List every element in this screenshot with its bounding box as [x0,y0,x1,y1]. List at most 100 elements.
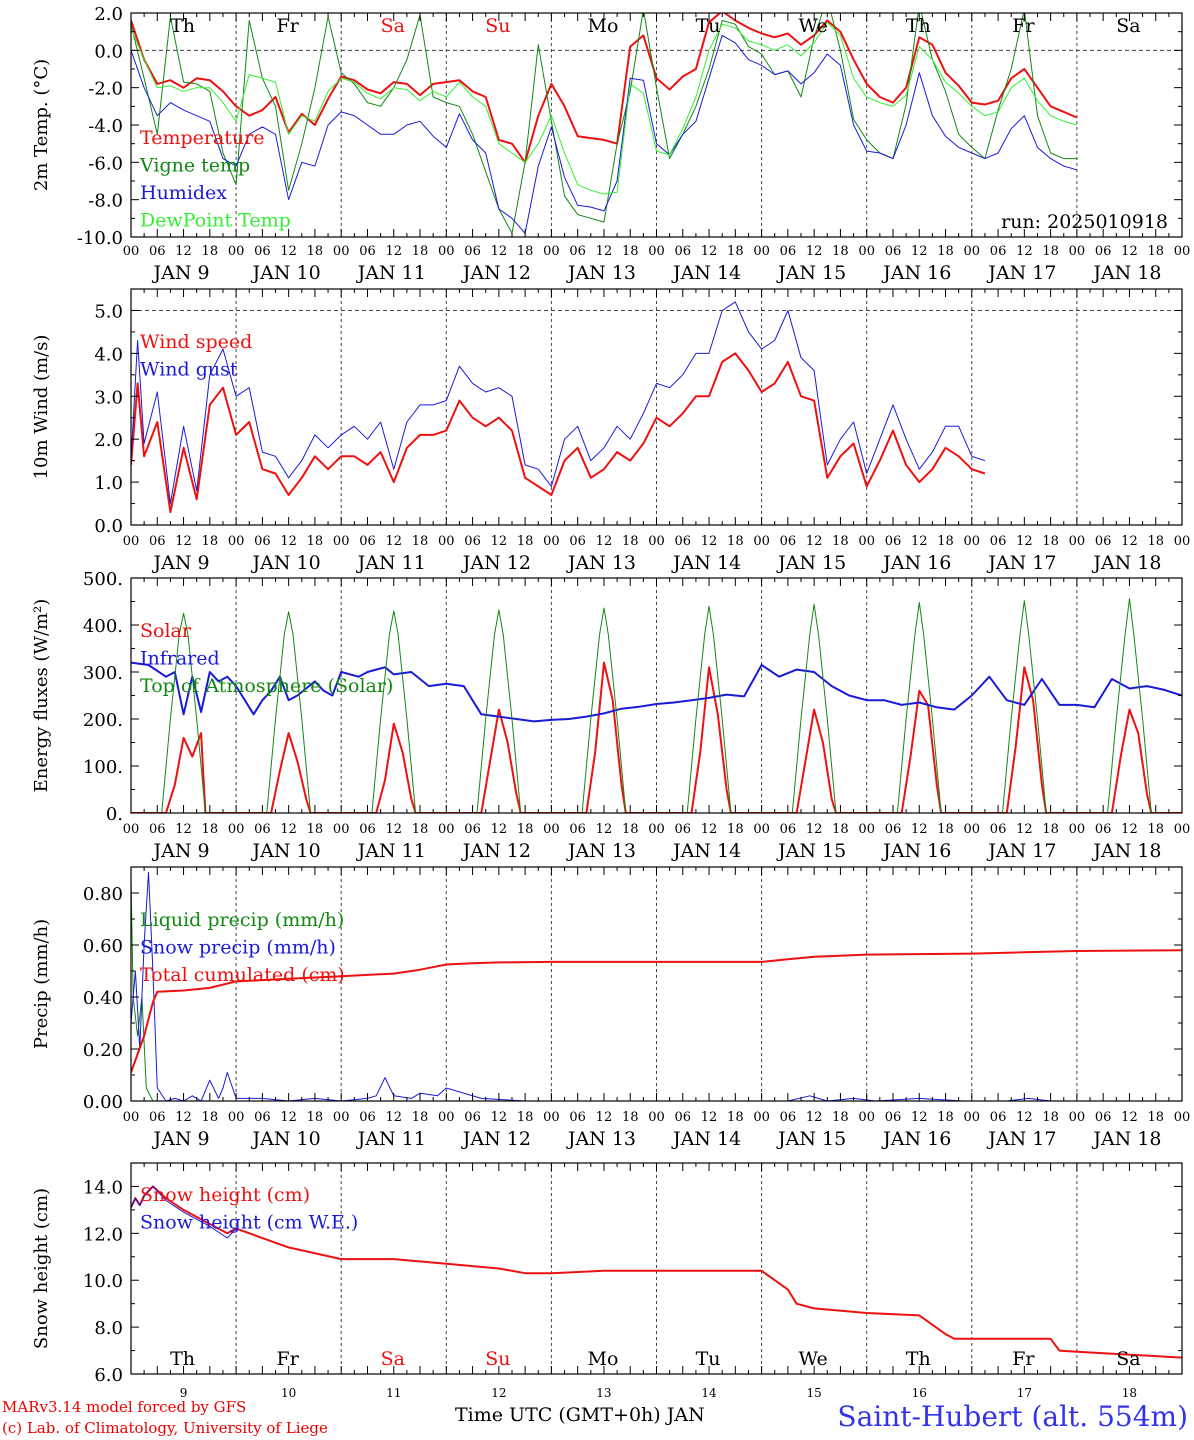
day-number: 17 [1017,1386,1032,1400]
hour-label: 12 [175,534,192,549]
hour-label: 12 [911,1110,928,1125]
hour-label: 00 [753,244,770,259]
panel-2: 5.0 4.0 3.0 2.0 1.0 0.0 10m Wind (m/s) Wind spe… [31,288,1191,574]
hour-label: 00 [228,534,245,549]
x-axis-title: Time UTC (GMT+0h) JAN [455,1404,705,1426]
hour-label: 00 [438,534,455,549]
hour-label: 18 [202,244,219,259]
date-label: JAN 9 [152,1128,210,1150]
weekday-top: Fr [277,15,300,37]
hour-label: 00 [648,1110,665,1125]
hour-label: 18 [412,534,429,549]
series-line-wind-speed [131,352,986,514]
hour-label: 00 [858,1110,875,1125]
hour-label: 00 [1069,822,1086,837]
hour-label: 12 [385,822,402,837]
y-tick-label: 5.0 [94,301,123,322]
hour-label: 00 [1069,244,1086,259]
hour-label: 06 [359,244,376,259]
hour-label: 18 [1042,244,1059,259]
plot-area [131,1185,1182,1359]
date-label: JAN 10 [251,840,321,862]
date-label: JAN 13 [566,552,636,574]
date-label: JAN 12 [461,840,531,862]
hour-label: 18 [937,822,954,837]
hour-label: 12 [1016,244,1033,259]
weekday-top: Mo [587,15,618,37]
hour-label: 00 [964,1110,981,1125]
date-label: JAN 14 [671,840,741,862]
hour-label: 12 [596,822,613,837]
weekday-top: Sa [1116,15,1140,37]
hour-label: 00 [123,534,140,549]
hour-label: 18 [1042,822,1059,837]
hour-label: 18 [517,244,534,259]
hour-label: 06 [990,244,1007,259]
hour-label: 00 [1174,822,1191,837]
date-label: JAN 16 [881,840,951,862]
hour-label: 06 [569,822,586,837]
y-tick-label: 0.20 [83,1040,123,1061]
y-tick-label: 14.0 [83,1177,123,1198]
hour-label: 12 [701,534,718,549]
y-axis-label: 2m Temp. (°C) [31,59,52,191]
hour-label: 06 [885,822,902,837]
date-label: JAN 15 [776,552,846,574]
hour-label: 00 [543,1110,560,1125]
series-line-snow-height-cm- [131,1185,1182,1359]
hour-label: 18 [937,244,954,259]
hour-label: 06 [254,534,271,549]
y-tick-label: 0.60 [83,936,123,957]
hour-label: 12 [806,822,823,837]
y-tick-label: 200. [83,710,123,731]
hour-label: 06 [990,534,1007,549]
y-tick-label: -8.0 [88,191,123,212]
y-tick-label: 2.0 [94,4,123,25]
y-tick-label: 0.80 [83,884,123,905]
hour-label: 06 [149,1110,166,1125]
hour-label: 12 [280,1110,297,1125]
panel-3: 500. 400. 300. 200. 100. 0. Energy fluxes (W/m… [31,569,1190,862]
hour-label: 18 [1147,244,1164,259]
hour-label: 06 [1095,822,1112,837]
hour-label: 18 [937,1110,954,1125]
hour-label: 18 [727,534,744,549]
y-tick-label: 0.40 [83,988,123,1009]
date-label: JAN 11 [356,262,426,284]
hour-label: 00 [228,822,245,837]
hour-label: 00 [753,534,770,549]
hour-label: 00 [1069,534,1086,549]
hour-label: 00 [543,822,560,837]
hour-label: 12 [280,244,297,259]
hour-label: 12 [806,1110,823,1125]
hour-label: 00 [123,822,140,837]
hour-label: 18 [832,822,849,837]
y-tick-label: -2.0 [88,79,123,100]
hour-label: 06 [885,1110,902,1125]
hour-label: 00 [964,244,981,259]
hour-label: 00 [333,534,350,549]
hour-label: 06 [254,822,271,837]
date-label: JAN 13 [566,262,636,284]
hour-label: 00 [964,822,981,837]
date-label: JAN 15 [776,840,846,862]
y-tick-label: 12.0 [83,1224,123,1245]
date-label: JAN 18 [1091,1128,1161,1150]
hour-label: 12 [1016,822,1033,837]
series-line-total-cumulated-cm- [131,949,1182,1073]
hour-label: 00 [438,1110,455,1125]
date-label: JAN 11 [356,1128,426,1150]
hour-label: 00 [1069,1110,1086,1125]
hour-label: 12 [491,534,508,549]
hour-label: 12 [491,244,508,259]
hour-label: 18 [517,1110,534,1125]
date-label: JAN 16 [881,1128,951,1150]
hour-label: 00 [1174,534,1191,549]
day-number: 16 [912,1386,927,1400]
hour-label: 06 [1095,534,1112,549]
date-label: JAN 10 [251,552,321,574]
date-label: JAN 14 [671,552,741,574]
date-label: JAN 11 [356,840,426,862]
date-label: JAN 10 [251,262,321,284]
